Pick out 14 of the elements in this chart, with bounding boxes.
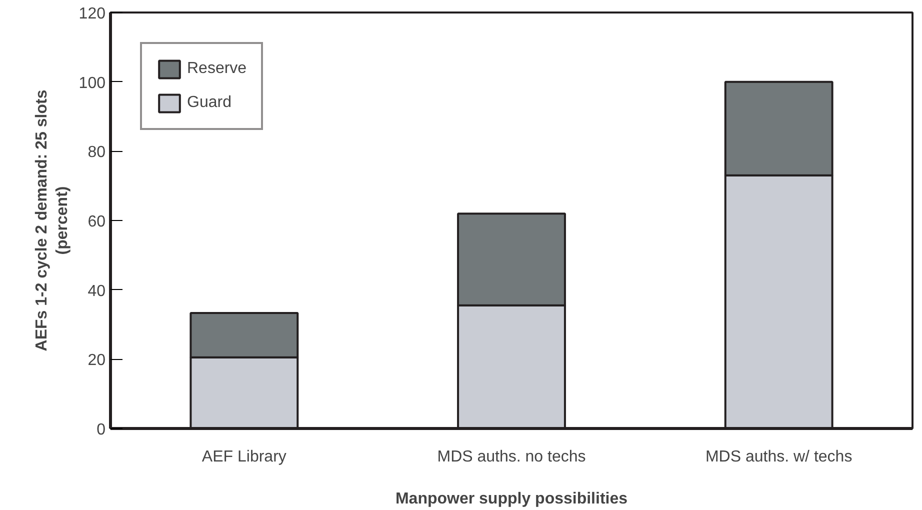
y-axis-title: AEFs 1-2 cycle 2 demand: 25 slots (percent) (33, 90, 71, 352)
y-tick-label: 80 (88, 144, 106, 162)
x-tick-label: MDS auths. w/ techs (705, 448, 852, 466)
x-tick-label: AEF Library (202, 448, 286, 466)
y-tick-label: 20 (88, 352, 106, 370)
x-axis-title: Manpower supply possibilities (395, 490, 628, 508)
legend-label: Guard (187, 94, 232, 112)
y-tick-label: 0 (96, 422, 106, 438)
y-tick-label: 60 (88, 214, 106, 230)
y-tick-label: 100 (78, 74, 106, 92)
legend-label: Reserve (187, 60, 247, 78)
y-tick-label: 120 (78, 6, 106, 22)
x-tick-label: MDS auths. no techs (437, 448, 586, 466)
y-tick-label: 40 (88, 282, 106, 300)
